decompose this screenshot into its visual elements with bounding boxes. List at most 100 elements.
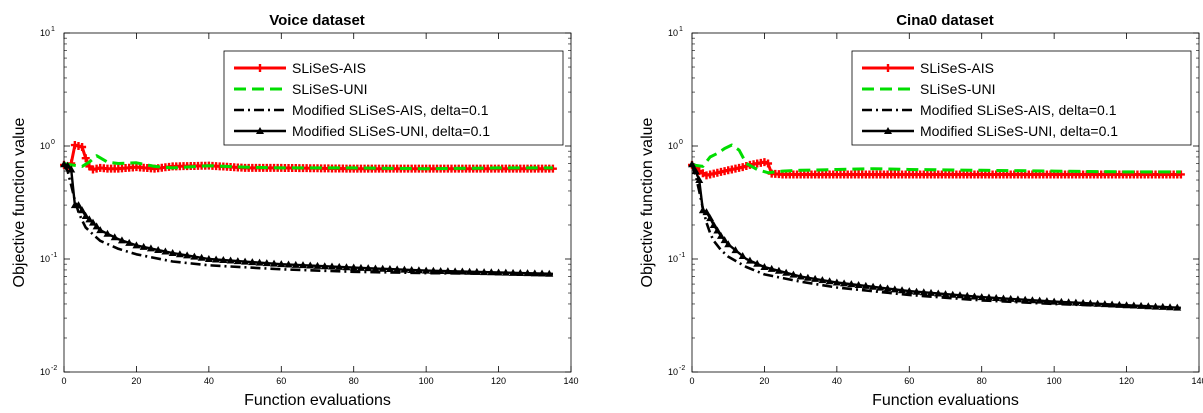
triangle-marker — [782, 268, 791, 276]
y-tick-exponent: -2 — [51, 365, 57, 372]
triangle-marker — [197, 253, 206, 261]
triangle-marker — [1137, 301, 1146, 309]
triangle-marker — [125, 238, 134, 246]
plus-marker — [78, 142, 87, 151]
triangle-marker — [154, 245, 163, 253]
triangle-marker — [847, 280, 856, 288]
triangle-marker — [1035, 296, 1044, 304]
triangle-marker — [811, 274, 820, 282]
series-line — [691, 143, 1181, 175]
triangle-marker — [984, 293, 993, 301]
triangle-marker — [465, 267, 474, 275]
triangle-marker — [948, 290, 957, 298]
triangle-marker — [884, 127, 892, 134]
triangle-marker — [349, 263, 358, 271]
triangle-marker — [530, 269, 539, 277]
triangle-marker — [1108, 300, 1117, 308]
triangle-marker — [934, 289, 943, 297]
y-tick-label: 10 — [668, 254, 678, 264]
y-axis-label: Objective function value — [639, 117, 656, 287]
triangle-marker — [81, 212, 90, 220]
legend-label: Modified SLiSeS-UNI, delta=0.1 — [920, 123, 1118, 139]
legend-label: SLiSeS-UNI — [920, 81, 995, 97]
chart-title: Cina0 dataset — [896, 12, 994, 29]
triangle-marker — [720, 236, 729, 244]
triangle-marker — [74, 201, 83, 209]
triangle-marker — [183, 251, 192, 259]
triangle-marker — [840, 279, 849, 287]
triangle-marker — [407, 265, 416, 273]
x-tick-label: 100 — [1047, 376, 1062, 386]
triangle-marker — [85, 215, 94, 223]
triangle-marker — [724, 240, 733, 248]
triangle-marker — [67, 165, 76, 173]
triangle-marker — [927, 288, 936, 296]
triangle-marker — [1100, 300, 1109, 308]
triangle-marker — [429, 266, 438, 274]
y-tick-label: 10 — [40, 254, 50, 264]
triangle-marker — [1079, 299, 1088, 307]
triangle-marker — [1144, 302, 1153, 310]
legend-label: Modified SLiSeS-AIS, delta=0.1 — [920, 102, 1117, 118]
triangle-marker — [738, 252, 747, 260]
triangle-marker — [313, 261, 322, 269]
y-tick-label: 10 — [40, 28, 50, 38]
legend-label: Modified SLiSeS-UNI, delta=0.1 — [292, 123, 490, 139]
triangle-marker — [219, 256, 228, 264]
triangle-marker — [1071, 298, 1080, 306]
triangle-marker — [912, 287, 921, 295]
legend: SLiSeS-AIS SLiSeS-UNI Modified SLiSeS-AIS,… — [851, 50, 1192, 146]
x-tick-label: 140 — [563, 376, 578, 386]
triangle-marker — [767, 264, 776, 272]
x-tick-label: 120 — [491, 376, 506, 386]
y-tick-exponent: -2 — [679, 365, 685, 372]
x-tick-label: 20 — [759, 376, 769, 386]
triangle-marker — [117, 236, 126, 244]
triangle-marker — [825, 277, 834, 285]
y-axis-label: Objective function value — [11, 117, 28, 287]
plus-marker — [81, 154, 90, 163]
triangle-marker — [919, 288, 928, 296]
triangle-marker — [890, 285, 899, 293]
triangle-marker — [702, 208, 711, 216]
triangle-marker — [818, 276, 827, 284]
y-tick-exponent: 0 — [51, 139, 55, 146]
triangle-marker — [277, 260, 286, 268]
triangle-marker — [342, 263, 351, 271]
triangle-marker — [1006, 294, 1015, 302]
x-tick-label: 80 — [349, 376, 359, 386]
chart-title: Voice dataset — [269, 12, 365, 29]
triangle-marker — [713, 226, 722, 234]
triangle-marker — [963, 291, 972, 299]
triangle-marker — [212, 255, 221, 263]
triangle-marker — [443, 267, 452, 275]
series-1 — [63, 154, 553, 171]
triangle-marker — [262, 259, 271, 267]
triangle-marker — [992, 294, 1001, 302]
y-tick-label: 10 — [668, 28, 678, 38]
triangle-marker — [248, 258, 257, 266]
x-tick-label: 100 — [419, 376, 434, 386]
triangle-marker — [941, 290, 950, 298]
legend-label: SLiSeS-UNI — [292, 81, 367, 97]
triangle-marker — [472, 267, 481, 275]
triangle-marker — [1013, 295, 1022, 303]
triangle-marker — [774, 266, 783, 274]
triangle-marker — [335, 262, 344, 270]
triangle-marker — [385, 265, 394, 273]
triangle-marker — [1028, 296, 1037, 304]
triangle-marker — [451, 267, 460, 275]
triangle-marker — [494, 268, 503, 276]
triangle-marker — [241, 257, 250, 265]
triangle-marker — [371, 264, 380, 272]
triangle-marker — [291, 260, 300, 268]
triangle-marker — [803, 273, 812, 281]
triangle-marker — [1173, 303, 1182, 311]
triangle-marker — [731, 246, 740, 254]
legend-label: Modified SLiSeS-AIS, delta=0.1 — [292, 102, 489, 118]
triangle-marker — [364, 264, 373, 272]
triangle-marker — [538, 269, 547, 277]
x-tick-label: 60 — [276, 376, 286, 386]
